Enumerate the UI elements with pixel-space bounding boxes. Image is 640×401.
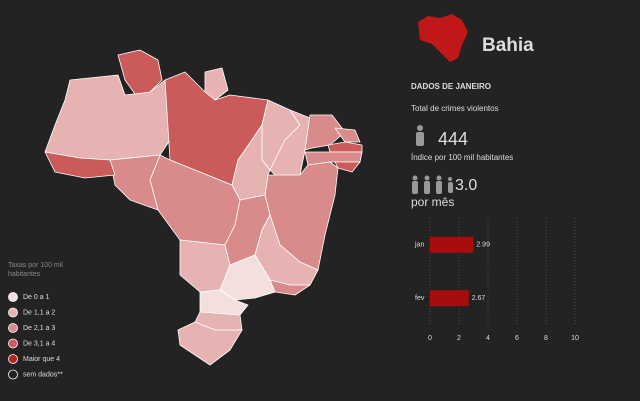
legend-label: De 0 a 1 (23, 294, 50, 301)
state-rn (334, 127, 361, 143)
state-pb (327, 141, 363, 153)
total-value: 444 (438, 129, 468, 149)
state-rs (177, 321, 243, 366)
x-tick-label: 4 (486, 335, 490, 342)
legend-label: Maior que 4 (23, 356, 60, 363)
brazil-map (44, 49, 363, 366)
legend-title: Taxas por 100 mil habitantes (8, 262, 63, 278)
legend-swatch (8, 338, 18, 349)
value-label: 2.67 (472, 295, 486, 302)
y-tick-label: jan (414, 242, 424, 249)
state-ap (204, 67, 229, 101)
section-title: DADOS DE JANEIRO (411, 82, 491, 91)
state-ro (109, 154, 161, 211)
legend-label: De 2,1 a 3 (23, 325, 55, 332)
state-title: Bahia (482, 35, 534, 56)
x-tick-label: 2 (457, 335, 461, 342)
index-unit: por mês (411, 195, 454, 209)
x-tick-label: 6 (515, 335, 519, 342)
legend-label: De 1,1 a 2 (23, 309, 55, 316)
value-label: 2.99 (476, 242, 490, 249)
bar (430, 236, 474, 253)
legend-label: De 3,1 a 4 (23, 340, 55, 347)
state-ac (44, 151, 116, 179)
bar (430, 290, 469, 307)
total-label: Total de crimes violentos (411, 104, 499, 113)
legend-swatch (8, 292, 18, 302)
x-tick-label: 0 (428, 335, 432, 342)
state-icon (418, 14, 468, 62)
person-icon (416, 125, 424, 146)
x-tick-label: 10 (571, 335, 579, 342)
state-to (231, 124, 271, 201)
index-label: Índice por 100 mil habitantes (411, 153, 513, 162)
legend-swatch (8, 323, 18, 333)
index-value: 3.0 (455, 177, 477, 194)
legend-swatch (8, 307, 18, 318)
legend-swatch (8, 369, 18, 380)
state-rr (117, 49, 163, 95)
y-tick-label: fev (415, 295, 425, 302)
legend-swatch (8, 354, 18, 364)
people-icon (412, 175, 453, 194)
state-al (334, 161, 361, 173)
legend-label: sem dados** (23, 371, 63, 378)
x-tick-label: 8 (544, 335, 548, 342)
